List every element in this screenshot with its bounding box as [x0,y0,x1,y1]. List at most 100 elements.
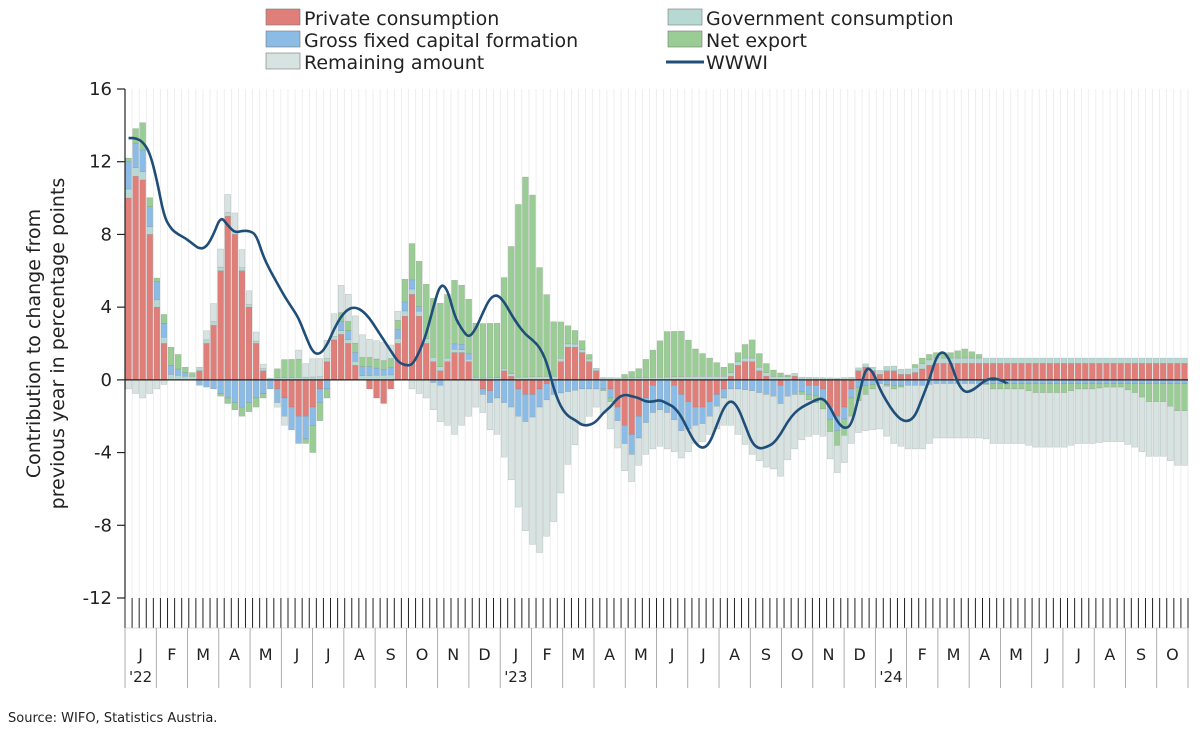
bar-government [982,357,990,364]
bar-gfcf [791,379,798,395]
legend-swatch-2 [265,30,301,48]
bar-private [805,379,813,386]
bar-gfcf [663,379,671,413]
bar-private [380,379,387,404]
bar-netexport [1181,383,1188,411]
bar-gfcf [805,385,813,395]
bar-netexport [1131,383,1138,393]
bar-remaining [1103,386,1110,442]
bar-remaining [493,397,501,435]
bar-netexport [345,321,352,331]
bar-netexport [883,384,890,387]
bar-private [890,370,898,381]
y-axis-label-line-2: previous year in percentage points [47,178,69,510]
bar-gfcf [904,379,912,386]
bar-netexport [1039,383,1046,393]
bar-government [458,349,465,353]
bar-government [359,375,366,381]
month-label: F [542,645,551,664]
bar-netexport [408,243,416,281]
bar-netexport [323,388,331,399]
bar-remaining [437,385,444,422]
bar-remaining [926,384,933,444]
bar-government [238,267,246,271]
bar-remaining [933,383,940,439]
bar-netexport [182,366,189,373]
bar-remaining [508,406,515,481]
bar-government [196,366,203,371]
bar-private [1032,363,1039,381]
bar-gfcf [132,142,139,168]
bar-gfcf [175,368,182,376]
legend-label-3: Net export [706,30,807,52]
bar-private [1011,363,1018,381]
bar-gfcf [798,379,805,392]
bar-gfcf [465,353,472,360]
bar-government [167,374,175,381]
legend-swatch-0 [265,8,301,26]
bar-government [1152,357,1160,364]
bar-private [423,343,430,381]
bar-gfcf [649,385,657,413]
bar-gfcf [217,379,224,394]
legend-label-1: Government consumption [706,8,954,30]
bar-government [912,366,919,373]
y-tick-label: 4 [101,297,112,318]
bar-gfcf [890,379,898,386]
bar-netexport [586,354,593,360]
bar-private [323,361,331,381]
bar-private [529,379,536,395]
bar-government [564,343,572,348]
bar-gfcf [359,366,366,376]
bar-private [713,379,720,395]
bar-netexport [578,340,586,350]
bar-government [1039,357,1046,364]
bar-government [876,370,883,375]
bar-remaining [373,340,380,360]
bar-private [366,379,373,390]
bar-government [1032,357,1039,364]
bar-netexport [954,350,961,359]
bar-remaining [989,388,997,444]
bar-government [961,357,968,364]
bar-netexport [295,358,302,378]
legend: Private consumption Government consumptio… [265,8,954,74]
month-label: O [791,645,804,664]
bar-private [1060,363,1068,381]
bar-private [231,234,238,381]
bar-private [756,370,763,381]
bar-government [437,366,444,371]
bar-remaining [515,416,522,508]
bar-netexport [713,362,720,377]
month-label: F [167,645,176,664]
month-label: A [729,645,740,664]
bar-netexport [217,393,224,397]
bar-gfcf [571,379,579,391]
bar-netexport [1004,383,1011,390]
y-tick-label: 8 [101,224,112,245]
bar-gfcf [919,379,926,386]
bar-remaining [1131,392,1138,448]
bar-government [1117,357,1124,364]
bar-remaining [203,330,210,341]
bar-netexport [352,342,359,353]
bar-remaining [805,399,813,437]
bar-remaining [1067,390,1075,446]
bar-netexport [656,340,664,378]
bar-private [678,379,685,395]
bar-netexport [1011,383,1018,390]
bar-government [578,349,586,353]
bar-remaining [550,394,557,522]
bar-netexport [401,278,409,303]
bar-netexport [912,364,919,368]
bar-government [352,361,359,366]
bar-netexport [734,352,742,362]
bar-netexport [231,402,238,411]
bar-remaining [486,402,494,431]
bar-gfcf [479,388,487,395]
legend-label-2: Gross fixed capital formation [304,30,578,52]
legend-label-0: Private consumption [304,8,499,30]
month-label: D [478,645,490,664]
bar-remaining [274,402,281,408]
bar-remaining [1152,401,1160,457]
